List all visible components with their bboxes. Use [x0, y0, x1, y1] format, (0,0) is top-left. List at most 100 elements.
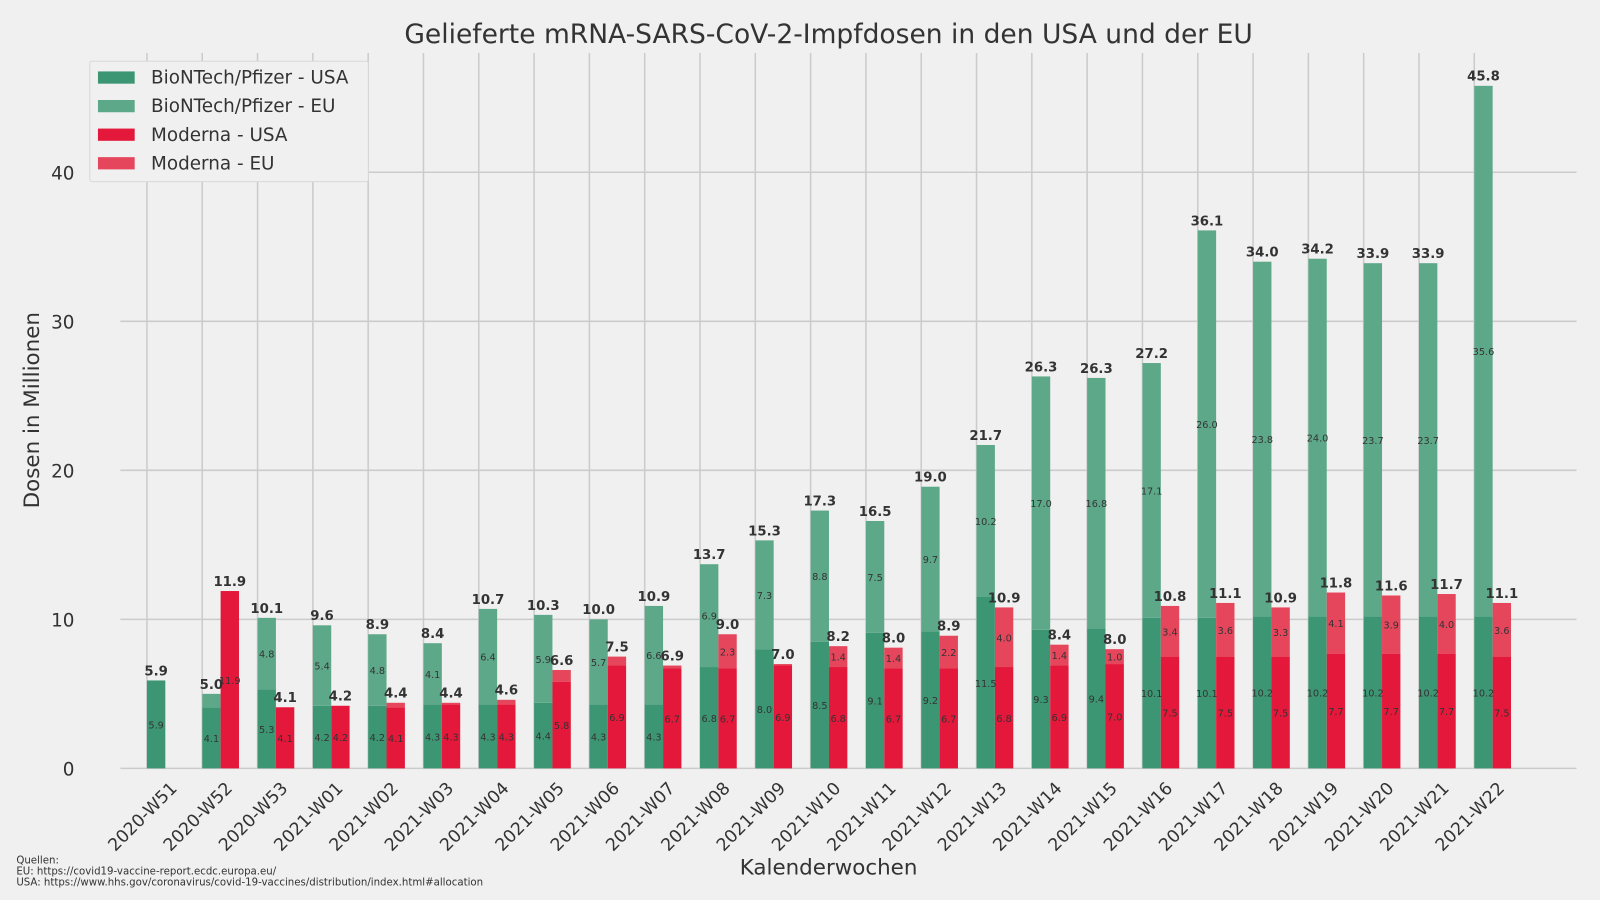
bar-moderna-usa	[663, 668, 682, 769]
segment-value-label: 11.5	[975, 679, 997, 690]
total-value-label: 6.6	[550, 654, 573, 669]
segment-value-label: 10.2	[1307, 688, 1329, 699]
bar-biontech-pfizer-eu	[976, 444, 995, 597]
bar-biontech-pfizer-usa	[976, 596, 995, 769]
legend: BioNTech/Pfizer - USA BioNTech/Pfizer - E…	[89, 60, 369, 183]
segment-value-label: 17.0	[1030, 499, 1052, 510]
segment-value-label: 5.4	[314, 662, 329, 673]
segment-value-label: 7.7	[1384, 707, 1399, 718]
segment-value-label: 3.9	[1384, 621, 1399, 632]
segment-value-label: 4.2	[333, 733, 348, 744]
total-value-label: 36.1	[1191, 214, 1224, 229]
bar-moderna-usa	[939, 668, 958, 769]
bar-moderna-eu	[773, 664, 793, 666]
segment-value-label: 4.1	[277, 734, 292, 745]
bar-biontech-pfizer-eu	[1253, 261, 1272, 617]
y-tick-label: 40	[51, 163, 74, 184]
segment-value-label: 4.2	[370, 733, 385, 744]
total-value-label: 10.1	[250, 602, 283, 617]
bar-moderna-usa	[1326, 653, 1346, 769]
legend-box	[89, 60, 369, 183]
bar-biontech-pfizer-usa	[865, 632, 885, 769]
y-tick-label: 30	[51, 312, 74, 333]
bar-biontech-pfizer-eu	[423, 643, 442, 705]
bar-moderna-usa	[1160, 656, 1180, 769]
segment-value-label: 4.4	[536, 732, 551, 743]
segment-value-label: 7.5	[1218, 709, 1233, 720]
total-value-label: 11.8	[1320, 576, 1353, 591]
segment-value-label: 6.9	[1052, 713, 1067, 724]
y-tick-label: 10	[51, 610, 74, 631]
bar-biontech-pfizer-eu	[589, 619, 608, 705]
segment-value-label: 4.0	[1439, 620, 1454, 631]
bar-biontech-pfizer-usa	[202, 707, 221, 769]
segment-value-label: 35.6	[1473, 347, 1495, 358]
y-axis-ticks: 0 10 20 30 40	[51, 163, 74, 780]
sources-note: Quellen: EU: https://covid19-vaccine-rep…	[16, 855, 483, 888]
segment-value-label: 4.3	[425, 732, 440, 743]
bar-labels: 5.95.94.15.011.911.95.34.810.14.14.14.25…	[144, 70, 1518, 745]
segment-value-label: 3.6	[1494, 626, 1509, 637]
bar-moderna-eu	[1492, 602, 1512, 657]
bar-biontech-pfizer-usa	[755, 649, 774, 769]
segment-value-label: 5.9	[148, 720, 163, 731]
total-value-label: 34.2	[1301, 243, 1334, 258]
bar-biontech-pfizer-usa	[1474, 616, 1493, 769]
segment-value-label: 6.7	[941, 715, 956, 726]
bars	[146, 85, 1512, 769]
bar-biontech-pfizer-eu	[1418, 263, 1438, 617]
bar-biontech-pfizer-usa	[1087, 628, 1106, 769]
bar-biontech-pfizer-eu	[257, 617, 276, 690]
bar-moderna-eu	[441, 702, 461, 705]
bar-moderna-eu	[607, 656, 627, 666]
bar-moderna-usa	[331, 705, 350, 769]
segment-value-label: 4.3	[646, 732, 661, 743]
total-value-label: 11.6	[1375, 579, 1408, 594]
total-value-label: 11.7	[1430, 578, 1463, 593]
total-value-label: 17.3	[803, 494, 836, 509]
segment-value-label: 10.2	[1362, 688, 1384, 699]
bar-biontech-pfizer-eu	[368, 634, 387, 706]
bar-biontech-pfizer-usa	[478, 704, 498, 769]
bar-moderna-usa	[828, 667, 848, 769]
bar-biontech-pfizer-eu	[644, 605, 664, 705]
segment-value-label: 4.2	[314, 733, 329, 744]
segment-value-label: 9.4	[1089, 694, 1104, 705]
source-usa: USA: https://www.hhs.gov/coronavirus/cov…	[16, 878, 483, 889]
total-value-label: 5.9	[144, 664, 167, 679]
segment-value-label: 9.3	[1033, 695, 1048, 706]
x-axis-ticks: 2020-W512020-W522020-W532021-W012021-W02…	[105, 779, 1509, 856]
legend-label: Moderna - EU	[151, 153, 274, 174]
segment-value-label: 1.4	[1052, 651, 1067, 662]
bar-biontech-pfizer-eu	[1363, 263, 1383, 617]
segment-value-label: 1.4	[830, 653, 845, 664]
bar-biontech-pfizer-eu	[700, 564, 719, 668]
segment-value-label: 4.3	[499, 732, 514, 743]
segment-value-label: 7.0	[1107, 712, 1122, 723]
bar-moderna-usa	[220, 591, 239, 769]
segment-value-label: 1.0	[1107, 653, 1122, 664]
total-value-label: 4.2	[329, 690, 352, 705]
bar-biontech-pfizer-usa	[1363, 616, 1383, 769]
segment-value-label: 6.7	[720, 715, 735, 726]
bar-moderna-usa	[1050, 665, 1069, 769]
y-axis-label: Dosen in Millionen	[20, 312, 45, 508]
total-value-label: 7.5	[605, 640, 628, 655]
segment-value-label: 6.8	[701, 714, 716, 725]
segment-value-label: 10.2	[1417, 688, 1439, 699]
bar-biontech-pfizer-eu	[1474, 85, 1493, 617]
bar-biontech-pfizer-usa	[1142, 617, 1161, 769]
bar-biontech-pfizer-usa	[534, 702, 553, 769]
segment-value-label: 2.3	[720, 647, 735, 658]
segment-value-label: 8.8	[812, 572, 827, 583]
legend-swatch	[97, 128, 135, 141]
segment-value-label: 6.4	[480, 653, 495, 664]
segment-value-label: 4.3	[443, 732, 458, 743]
total-value-label: 10.9	[638, 590, 671, 605]
segment-value-label: 1.4	[886, 654, 901, 665]
bar-moderna-usa	[773, 665, 793, 769]
bar-moderna-eu	[663, 665, 682, 669]
bar-moderna-eu	[1216, 602, 1235, 657]
bar-biontech-pfizer-eu	[1087, 377, 1106, 629]
bar-biontech-pfizer-eu	[865, 520, 885, 633]
